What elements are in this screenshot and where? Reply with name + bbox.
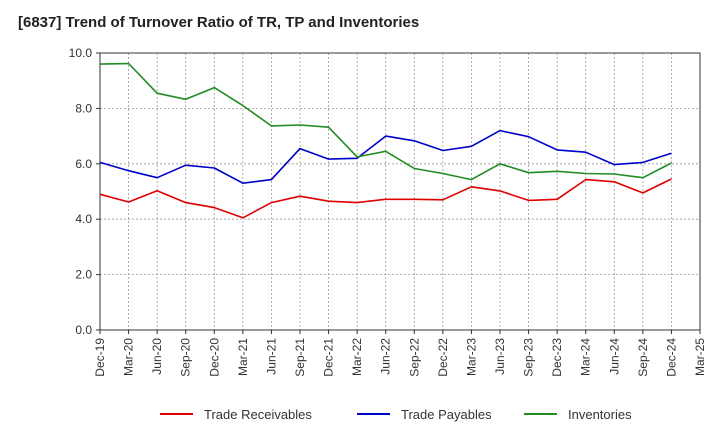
x-tick-label: Sep-22: [407, 338, 421, 377]
y-tick-label: 2.0: [75, 268, 92, 282]
plot-area-frame: [99, 52, 701, 331]
legend-label: Trade Receivables: [204, 407, 312, 422]
x-tick-label: Dec-24: [664, 338, 678, 377]
y-tick-label: 8.0: [75, 101, 92, 115]
series-lines: [99, 62, 672, 219]
x-tick-label: Mar-23: [464, 338, 478, 376]
x-tick-label: Dec-19: [93, 338, 107, 377]
x-tick-label: Sep-23: [522, 338, 536, 377]
x-tick-label: Dec-20: [207, 338, 221, 377]
y-tick-label: 0.0: [75, 323, 92, 337]
legend: Trade Receivables Trade Payables Inventori…: [160, 407, 632, 422]
x-tick-label: Sep-21: [293, 338, 307, 377]
x-tick-label: Mar-22: [350, 338, 364, 376]
x-tick-label: Sep-20: [179, 338, 193, 377]
x-tick-label: Jun-20: [150, 338, 164, 375]
grid-lines: [100, 53, 700, 330]
x-tick-label: Jun-23: [493, 338, 507, 375]
x-tick-label: Mar-21: [236, 338, 250, 376]
y-tick-label: 10.0: [69, 46, 93, 60]
y-tick-label: 4.0: [75, 212, 92, 226]
x-tick-label: Dec-21: [322, 338, 336, 377]
chart-title: [6837] Trend of Turnover Ratio of TR, TP…: [18, 14, 420, 31]
x-tick-label: Dec-22: [436, 338, 450, 377]
series-line-trade-payables: [99, 129, 672, 184]
x-tick-label: Sep-24: [636, 338, 650, 377]
x-tick-label: Jun-24: [607, 338, 621, 375]
x-tick-label: Mar-24: [579, 338, 593, 376]
series-line-trade-receivables: [99, 178, 672, 219]
x-tick-label: Mar-25: [693, 338, 707, 376]
series-line-inventories: [99, 62, 672, 181]
legend-label: Inventories: [568, 407, 632, 422]
x-axis-ticks: Dec-19 Mar-20 Jun-20 Sep-20 Dec-20 Mar-21 Jun-…: [93, 330, 707, 377]
x-tick-label: Jun-21: [264, 338, 278, 375]
x-tick-label: Jun-22: [379, 338, 393, 375]
legend-label: Trade Payables: [401, 407, 492, 422]
x-tick-label: Dec-23: [550, 338, 564, 377]
y-axis-ticks: 0.0 2.0 4.0 6.0 8.0 10.0: [69, 46, 100, 337]
y-tick-label: 6.0: [75, 157, 92, 171]
x-tick-label: Mar-20: [122, 338, 136, 376]
